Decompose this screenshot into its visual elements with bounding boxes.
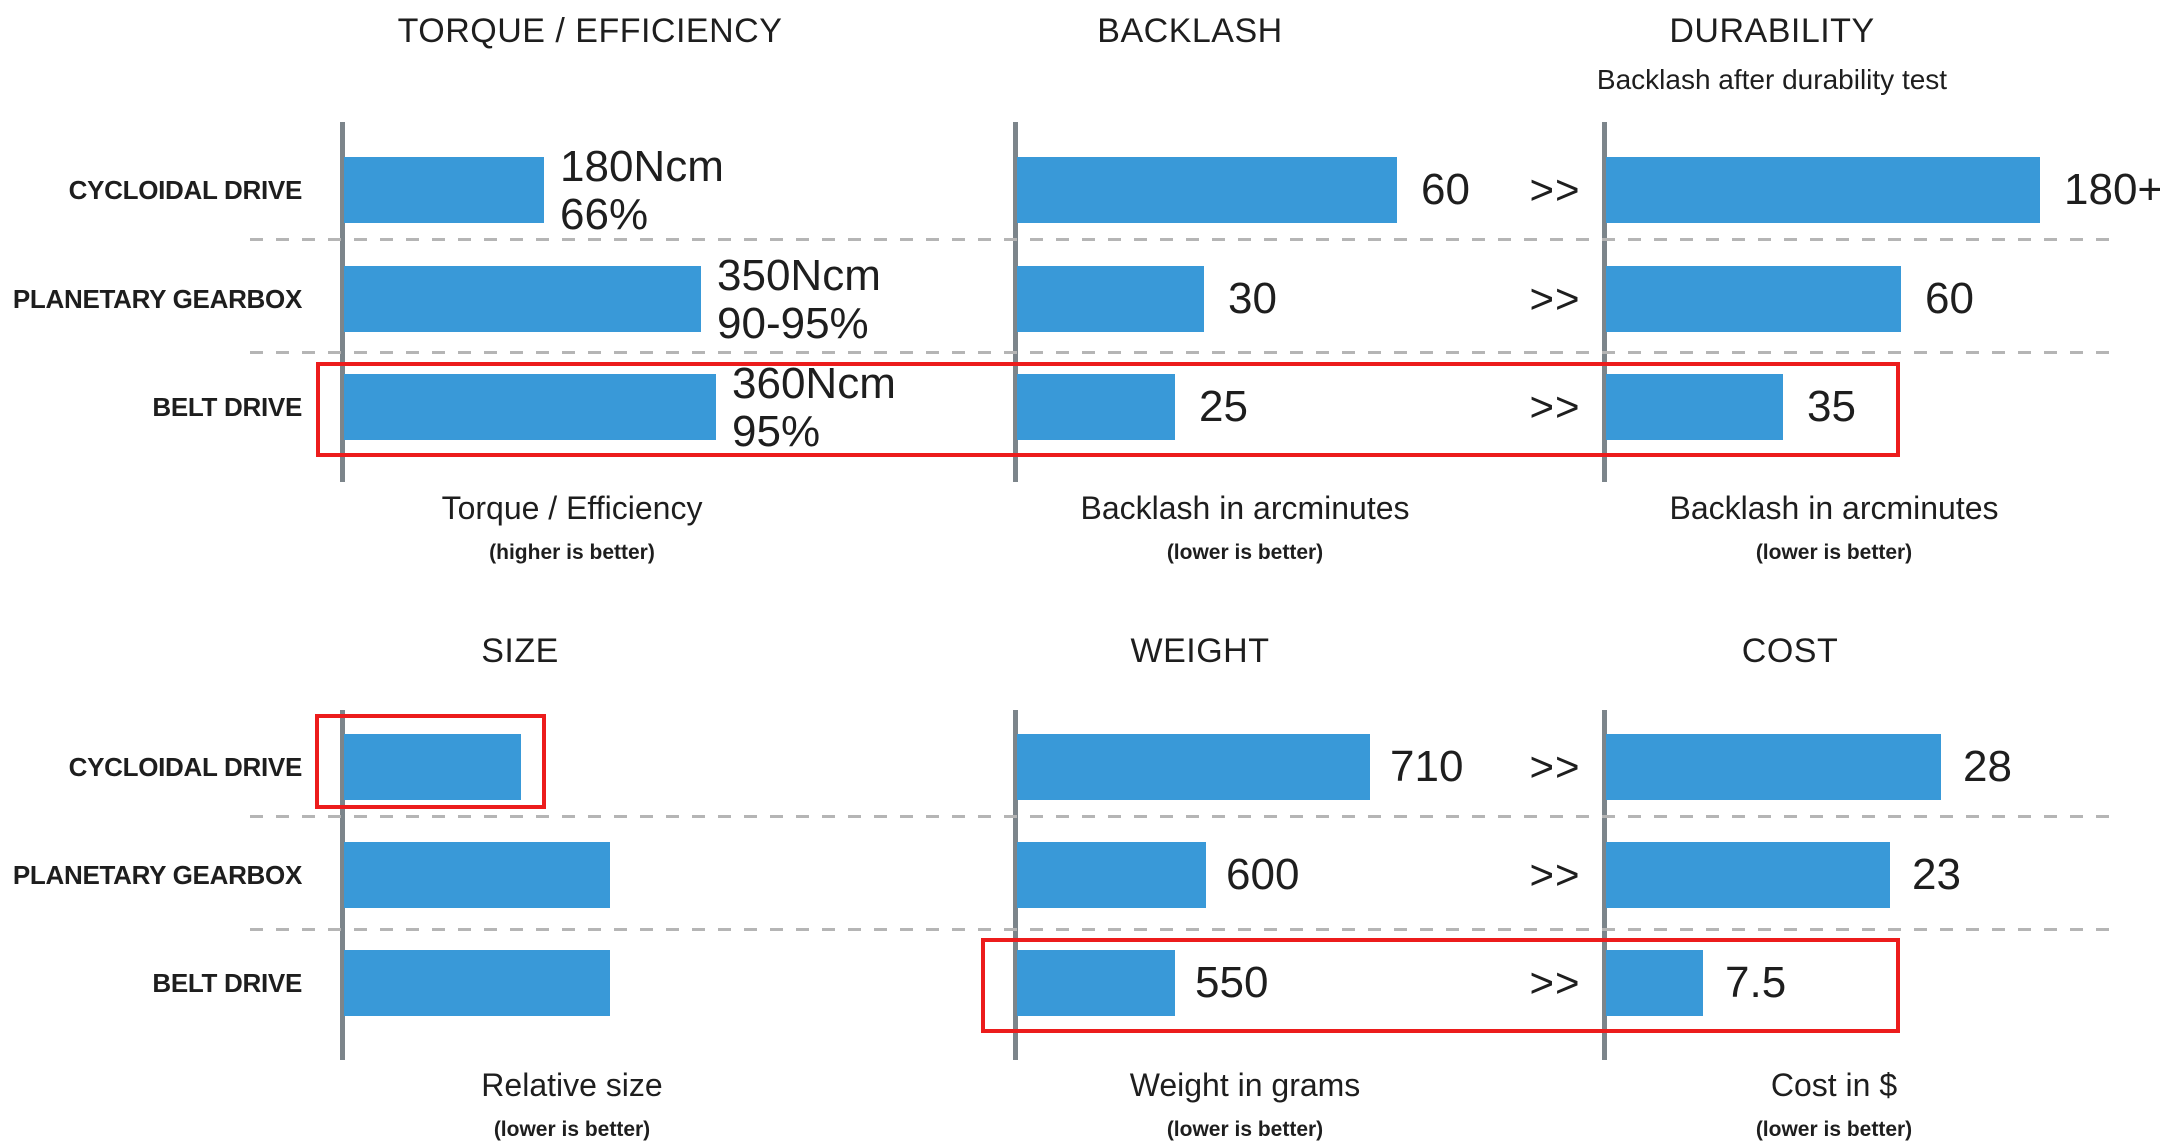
comparison-chevron: >> <box>1529 275 1581 322</box>
value-label-durability-planetary: 60 <box>1925 274 1974 323</box>
value-label-weight-belt: 550 <box>1195 958 1269 1007</box>
bar-backlash-cycloidal <box>1017 157 1397 223</box>
row-label-belt-drive: BELT DRIVE <box>152 392 302 422</box>
bar-cost-planetary <box>1606 842 1890 908</box>
bar-weight-planetary <box>1017 842 1206 908</box>
bar-size-planetary <box>344 842 610 908</box>
value-label-torque-belt: 360Ncm 95% <box>732 360 896 456</box>
xaxis-caption-weight: Weight in grams <box>1129 1067 1361 1103</box>
bar-backlash-belt <box>1017 374 1175 440</box>
xaxis-caption-size: Relative size <box>481 1067 663 1103</box>
bar-size-cycloidal <box>344 734 521 800</box>
value-label-durability-belt: 35 <box>1807 382 1856 431</box>
chart-title-torque-efficiency: TORQUE / EFFICIENCY <box>397 12 783 50</box>
axis-torque <box>340 122 345 482</box>
chart-subtitle-durability: Backlash after durability test <box>1596 64 1948 95</box>
chart-title-durability: DURABILITY <box>1669 12 1875 50</box>
value-label-cost-planetary: 23 <box>1912 850 1961 899</box>
value-label-torque-cycloidal: 180Ncm 66% <box>560 143 724 239</box>
axis-weight <box>1013 710 1018 1060</box>
xaxis-note-cost: (lower is better) <box>1755 1118 1913 1141</box>
bar-durability-planetary <box>1606 266 1901 332</box>
value-label-backlash-cycloidal: 60 <box>1421 165 1470 214</box>
value-label-backlash-belt: 25 <box>1199 382 1248 431</box>
dashed-separator <box>250 238 2112 241</box>
bar-durability-belt <box>1606 374 1783 440</box>
bar-torque-cycloidal <box>344 157 544 223</box>
xaxis-caption-durability: Backlash in arcminutes <box>1669 490 1999 526</box>
row-label-planetary-gearbox: PLANETARY GEARBOX <box>12 860 302 890</box>
comparison-chevron: >> <box>1529 383 1581 430</box>
comparison-chevron: >> <box>1529 743 1581 790</box>
value-label-backlash-planetary: 30 <box>1228 274 1277 323</box>
value-label-cost-belt: 7.5 <box>1725 958 1787 1007</box>
bar-backlash-planetary <box>1017 266 1204 332</box>
axis-size <box>340 710 345 1060</box>
dashed-separator <box>250 815 2112 818</box>
torque-value: 180Ncm <box>560 142 724 191</box>
bar-durability-cycloidal <box>1606 157 2040 223</box>
value-label-weight-cycloidal: 710 <box>1390 742 1464 791</box>
xaxis-note-size: (lower is better) <box>493 1118 651 1141</box>
xaxis-caption-backlash: Backlash in arcminutes <box>1080 490 1410 526</box>
xaxis-note-backlash: (lower is better) <box>1166 541 1324 564</box>
torque-value: 360Ncm <box>732 359 896 408</box>
chart-title-backlash: BACKLASH <box>1097 12 1283 50</box>
highlight-box-belt-drive-top <box>316 362 1900 457</box>
bar-weight-belt <box>1017 950 1175 1016</box>
axis-backlash <box>1013 122 1018 482</box>
dashed-separator <box>250 351 2112 354</box>
bar-torque-belt <box>344 374 716 440</box>
chart-title-size: SIZE <box>481 632 559 670</box>
xaxis-note-weight: (lower is better) <box>1166 1118 1324 1141</box>
axis-cost <box>1602 710 1607 1060</box>
comparison-chevron: >> <box>1529 166 1581 213</box>
highlight-box-cycloidal-size <box>315 714 546 809</box>
value-label-durability-cycloidal: 180+ <box>2064 165 2160 214</box>
xaxis-caption-cost: Cost in $ <box>1770 1067 1898 1103</box>
value-label-weight-planetary: 600 <box>1226 850 1300 899</box>
efficiency-value: 90-95% <box>717 299 869 348</box>
chart-title-cost: COST <box>1741 632 1839 670</box>
xaxis-note-durability: (lower is better) <box>1755 541 1913 564</box>
highlight-box-belt-drive-bottom <box>981 938 1900 1033</box>
torque-value: 350Ncm <box>717 251 881 300</box>
row-label-planetary-gearbox: PLANETARY GEARBOX <box>12 284 302 314</box>
bar-size-belt <box>344 950 610 1016</box>
chart-title-weight: WEIGHT <box>1130 632 1270 670</box>
xaxis-caption-torque: Torque / Efficiency <box>441 490 703 526</box>
row-label-cycloidal-drive: CYCLOIDAL DRIVE <box>68 752 303 782</box>
bar-cost-belt <box>1606 950 1703 1016</box>
bar-weight-cycloidal <box>1017 734 1370 800</box>
comparison-chevron: >> <box>1529 959 1581 1006</box>
value-label-torque-planetary: 350Ncm 90-95% <box>717 252 881 348</box>
bar-cost-cycloidal <box>1606 734 1941 800</box>
comparison-chevron: >> <box>1529 851 1581 898</box>
row-label-belt-drive: BELT DRIVE <box>152 968 302 998</box>
xaxis-note-torque: (higher is better) <box>489 541 655 564</box>
value-label-cost-cycloidal: 28 <box>1963 742 2012 791</box>
dashed-separator <box>250 928 2112 931</box>
bar-torque-planetary <box>344 266 701 332</box>
efficiency-value: 66% <box>560 190 649 239</box>
efficiency-value: 95% <box>732 407 821 456</box>
axis-durability <box>1602 122 1607 482</box>
row-label-cycloidal-drive: CYCLOIDAL DRIVE <box>68 175 303 205</box>
